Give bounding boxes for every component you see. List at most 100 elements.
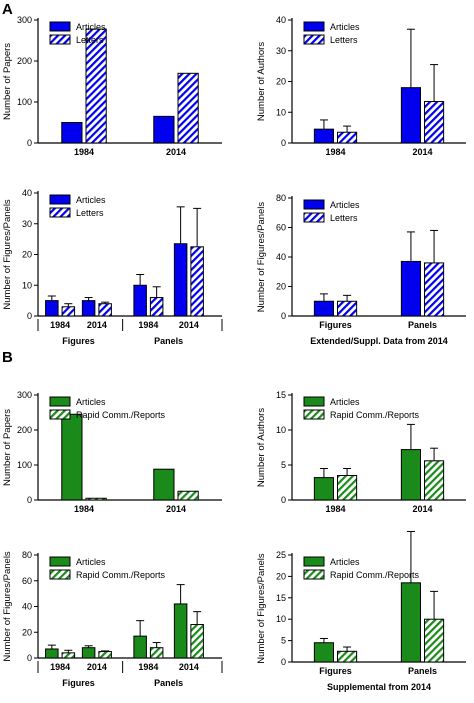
y-tick-label: 0 xyxy=(281,311,286,321)
legend-label: Rapid Comm./Reports xyxy=(76,570,166,580)
bar xyxy=(98,651,112,659)
x-tick-label: 1984 xyxy=(50,320,70,330)
legend-swatch xyxy=(49,569,71,580)
x-tick-label: 2014 xyxy=(179,320,199,330)
bar xyxy=(81,647,96,659)
y-axis-title: Number of Authors xyxy=(256,408,267,487)
y-tick-label: 5 xyxy=(281,460,286,470)
legend-swatch xyxy=(49,34,71,45)
y-tick-label: 0 xyxy=(281,657,286,667)
y-tick-label: 5 xyxy=(281,636,286,646)
legend-label: Articles xyxy=(76,22,106,32)
y-tick-label: 60 xyxy=(22,576,32,586)
y-tick-label: 0 xyxy=(27,311,32,321)
legend-swatch xyxy=(49,556,71,567)
bar xyxy=(61,652,76,659)
x-tick-label: 2014 xyxy=(179,662,199,672)
bar xyxy=(149,297,164,317)
bar xyxy=(337,131,358,144)
y-tick-label: 25 xyxy=(276,550,286,560)
legend-swatch xyxy=(303,556,325,567)
y-tick-label: 40 xyxy=(22,602,32,612)
legend-swatch xyxy=(303,34,325,45)
x-tick-label: 2014 xyxy=(412,504,432,514)
bar xyxy=(177,490,199,501)
legend-swatch xyxy=(49,396,71,407)
y-tick-label: 0 xyxy=(27,653,32,663)
x-tick-label: 1984 xyxy=(325,504,345,514)
legend-label: Rapid Comm./Reports xyxy=(330,570,420,580)
y-tick-label: 10 xyxy=(276,425,286,435)
bar xyxy=(400,582,421,663)
legend-label: Rapid Comm./Reports xyxy=(76,410,166,420)
x-tick-label: Panels xyxy=(408,666,437,676)
group-label: Panels xyxy=(154,678,183,688)
legend-label: Letters xyxy=(330,35,358,45)
bar xyxy=(85,28,107,144)
chart-3 xyxy=(34,191,223,331)
chart-5 xyxy=(34,393,222,501)
y-tick-label: 10 xyxy=(276,107,286,117)
bar xyxy=(313,300,334,317)
bar xyxy=(400,449,421,501)
legend-label: Articles xyxy=(76,397,106,407)
legend-swatch xyxy=(303,396,325,407)
bar xyxy=(424,618,445,663)
y-axis-title: Number of Papers xyxy=(2,409,13,486)
y-tick-label: 40 xyxy=(276,15,286,25)
x-tick-label: Figures xyxy=(319,320,352,330)
x-tick-label: 1984 xyxy=(74,504,94,514)
y-tick-label: 20 xyxy=(276,282,286,292)
bar xyxy=(400,260,421,317)
y-tick-label: 0 xyxy=(27,138,32,148)
bar xyxy=(61,122,83,144)
legend-label: Articles xyxy=(330,200,360,210)
legend-label: Letters xyxy=(330,213,358,223)
legend-label: Letters xyxy=(76,208,104,218)
legend-swatch xyxy=(49,409,71,420)
bar xyxy=(424,460,445,501)
chart-6 xyxy=(288,393,466,501)
y-tick-label: 0 xyxy=(281,495,286,505)
legend-swatch xyxy=(303,21,325,32)
bar xyxy=(98,303,112,317)
bar xyxy=(45,648,59,659)
legend-label: Letters xyxy=(76,35,104,45)
x-tick-label: 1984 xyxy=(138,320,158,330)
legend-swatch xyxy=(303,212,325,223)
x-tick-label: 2014 xyxy=(87,662,107,672)
legend-swatch xyxy=(49,194,71,205)
y-tick-label: 100 xyxy=(17,97,32,107)
bar xyxy=(61,413,83,501)
bar xyxy=(61,306,76,317)
y-tick-label: 0 xyxy=(281,138,286,148)
y-tick-label: 30 xyxy=(22,219,32,229)
bar xyxy=(177,72,199,144)
bar xyxy=(153,115,175,144)
x-tick-label: 1984 xyxy=(138,662,158,672)
legend-label: Articles xyxy=(330,397,360,407)
bar xyxy=(85,497,107,501)
y-axis-title: Number of Papers xyxy=(2,43,13,120)
bar xyxy=(133,284,147,317)
bar xyxy=(173,603,188,659)
y-tick-label: 15 xyxy=(276,390,286,400)
bar xyxy=(190,246,204,317)
panel-letter-b: B xyxy=(2,349,13,366)
bar xyxy=(313,477,334,501)
group-label: Panels xyxy=(154,336,183,346)
x-tick-label: 1984 xyxy=(74,147,94,157)
chart-1 xyxy=(34,18,222,144)
y-tick-label: 15 xyxy=(276,593,286,603)
x-tick-label: Panels xyxy=(408,320,437,330)
x-tick-label: 1984 xyxy=(50,662,70,672)
bar xyxy=(45,300,59,317)
legend-label: Rapid Comm./Reports xyxy=(330,410,420,420)
y-tick-label: 20 xyxy=(276,571,286,581)
bar xyxy=(149,647,164,659)
bar xyxy=(400,87,421,144)
x-axis-title: Supplemental from 2014 xyxy=(327,682,431,692)
y-tick-label: 40 xyxy=(22,188,32,198)
y-tick-label: 100 xyxy=(17,460,32,470)
